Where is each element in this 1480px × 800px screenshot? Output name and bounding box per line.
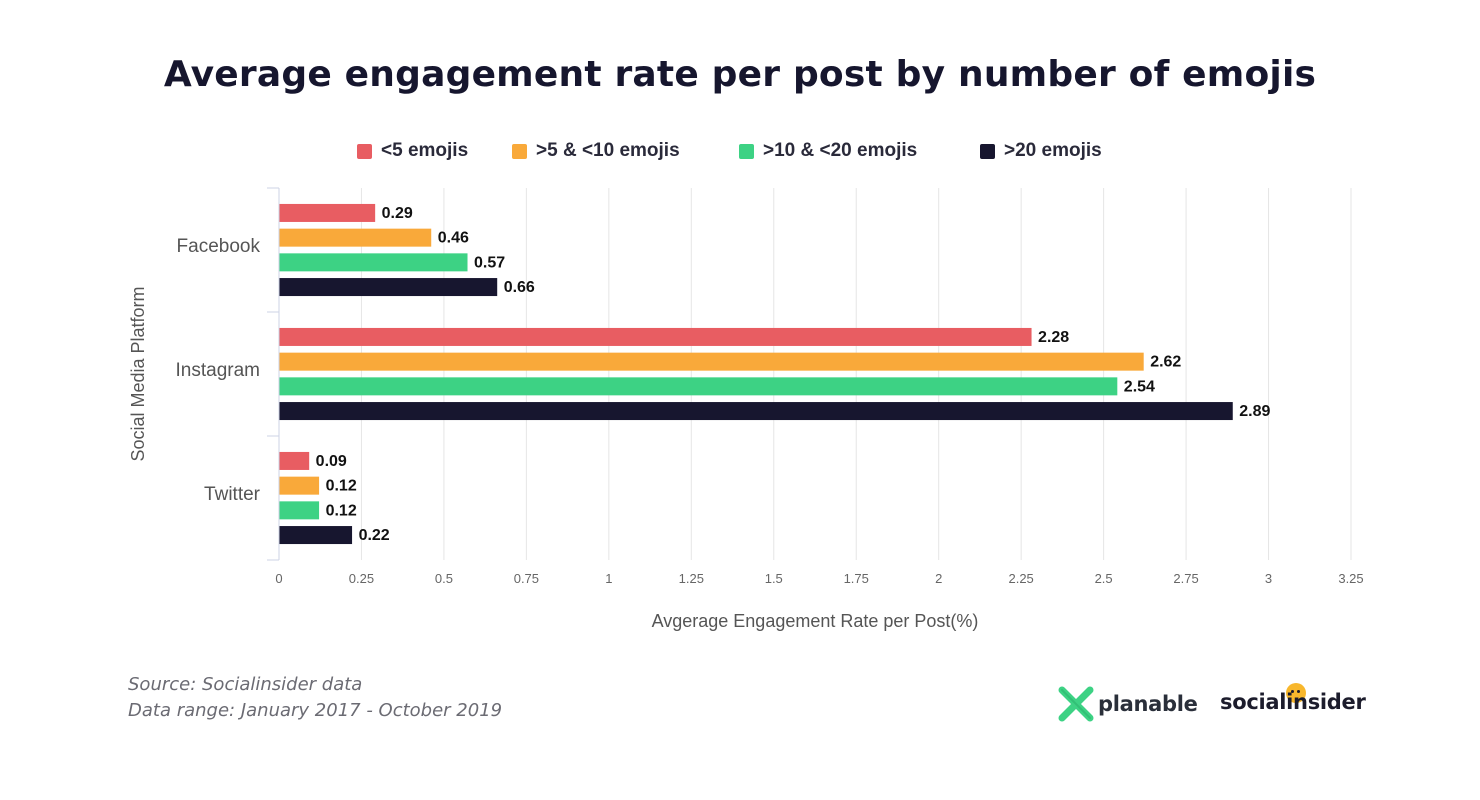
data-label: 2.89 (1239, 403, 1270, 420)
planable-logo: planable (1058, 686, 1198, 722)
planable-wordmark: planable (1098, 692, 1198, 716)
bar (279, 476, 320, 495)
data-label: 0.57 (474, 254, 505, 271)
source-note: Source: Socialinsider data (128, 674, 363, 695)
legend-swatch (739, 143, 754, 159)
bar (279, 327, 1032, 346)
x-tick-label: 1.75 (844, 571, 869, 586)
x-tick-label: 2 (935, 571, 942, 586)
legend-item-series-3: >10 & <20 emojis (739, 140, 917, 162)
legend-swatch (512, 143, 527, 159)
x-tick-label: 0.5 (435, 571, 453, 586)
category-label: Instagram (176, 360, 260, 381)
legend-swatch (980, 143, 995, 159)
data-label: 0.22 (359, 527, 390, 544)
bar (279, 501, 320, 520)
x-tick-label: 3.25 (1338, 571, 1363, 586)
legend-item-series-4: >20 emojis (980, 140, 1102, 162)
legend-item-series-2: >5 & <10 emojis (512, 140, 680, 162)
legend-label: <5 emojis (381, 140, 469, 161)
data-label: 2.28 (1038, 329, 1069, 346)
data-label: 2.62 (1150, 354, 1181, 371)
legend-label: >5 & <10 emojis (536, 140, 680, 161)
data-label: 0.12 (326, 478, 357, 495)
category-label: Twitter (204, 484, 261, 505)
x-axis-title: Avgerage Engagement Rate per Post(%) (652, 611, 979, 631)
x-tick-label: 0 (275, 571, 282, 586)
data-label: 0.29 (382, 205, 413, 222)
chart-footer: Source: Socialinsider data Data range: J… (128, 672, 502, 724)
legend-label: >10 & <20 emojis (763, 140, 918, 161)
x-tick-label: 2.25 (1008, 571, 1033, 586)
x-tick-label: 0.25 (349, 571, 374, 586)
x-tick-label: 0.75 (514, 571, 539, 586)
legend-swatch (357, 143, 372, 159)
data-range-note: Data range: January 2017 - October 2019 (128, 700, 503, 721)
bar (279, 278, 498, 297)
bar (279, 526, 353, 545)
data-label: 0.66 (504, 279, 535, 296)
bar (279, 402, 1233, 421)
category-label: Facebook (177, 236, 261, 257)
x-tick-label: 1 (605, 571, 612, 586)
bar (279, 352, 1144, 371)
legend-label: >20 emojis (1004, 140, 1102, 161)
data-label: 2.54 (1124, 378, 1155, 395)
chart-legend: <5 emojis >5 & <10 emojis >10 & <20 emoj… (0, 140, 1480, 166)
chart-title: Average engagement rate per post by numb… (163, 54, 1317, 95)
x-tick-label: 1.25 (679, 571, 704, 586)
data-label: 0.09 (316, 453, 347, 470)
socialinsider-wordmark-text: socialinsider (1220, 690, 1366, 714)
x-tick-label: 1.5 (765, 571, 783, 586)
data-label: 0.46 (438, 230, 469, 247)
y-axis-title: Social Media Platform (128, 286, 148, 461)
x-tick-label: 3 (1265, 571, 1272, 586)
data-label: 0.12 (326, 502, 357, 519)
smiley-icon (1286, 683, 1306, 703)
bar (279, 253, 468, 272)
socialinsider-logo: socialinsider (1220, 683, 1366, 714)
socialinsider-wordmark: socialinsider (1220, 683, 1366, 714)
bar (279, 228, 432, 247)
bar (279, 377, 1118, 396)
planable-x-icon (1058, 686, 1094, 722)
legend-item-series-1: <5 emojis (357, 140, 468, 162)
x-tick-label: 2.5 (1095, 571, 1113, 586)
bar (279, 451, 310, 470)
x-tick-label: 2.75 (1173, 571, 1198, 586)
bar (279, 203, 376, 222)
